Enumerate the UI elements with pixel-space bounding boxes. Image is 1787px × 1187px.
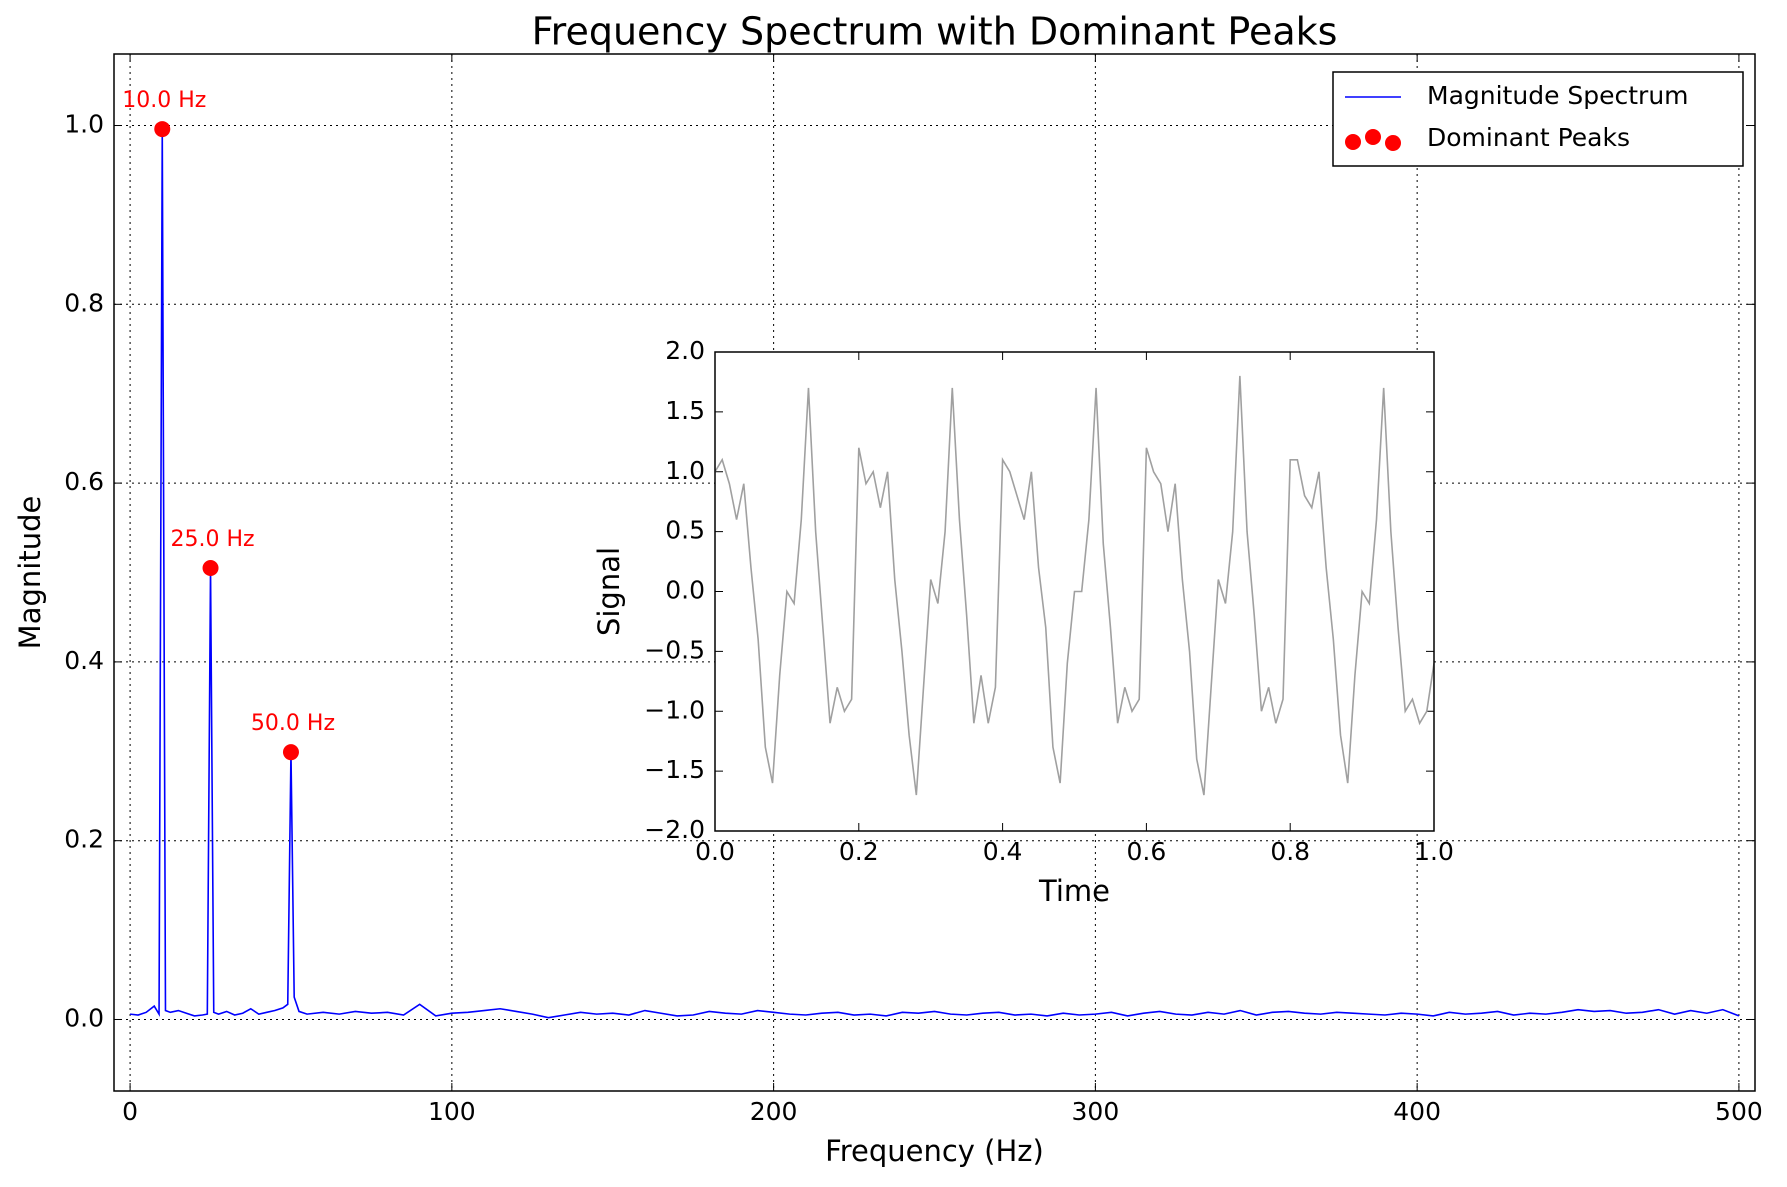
y-tick-label: 0.6 — [64, 467, 104, 496]
y-tick-label: 1.0 — [64, 110, 104, 139]
x-tick-label: 0.8 — [1270, 837, 1310, 866]
x-tick-label: 0.2 — [839, 837, 879, 866]
x-tick-label: 0.0 — [695, 837, 735, 866]
axes-frame — [714, 351, 1435, 832]
x-tick-label: 0 — [122, 1097, 138, 1126]
legend-marker — [1365, 129, 1381, 145]
peak-marker — [154, 121, 171, 138]
y-axis-label: Magnitude — [13, 496, 47, 650]
x-tick-label: 100 — [428, 1097, 476, 1126]
series-line — [715, 375, 1434, 796]
peak-annotation: 25.0 Hz — [170, 527, 254, 552]
legend-label: Dominant Peaks — [1427, 123, 1630, 152]
series-line — [130, 129, 1740, 1019]
peak-annotation: 50.0 Hz — [251, 711, 335, 736]
x-axis-label: Time — [1038, 874, 1110, 908]
x-tick-label: 0.6 — [1127, 837, 1167, 866]
y-tick-label: 0.5 — [665, 516, 705, 545]
legend-label: Magnitude Spectrum — [1427, 81, 1689, 110]
chart-title: Frequency Spectrum with Dominant Peaks — [532, 10, 1338, 54]
y-tick-label: 0.0 — [665, 576, 705, 605]
legend-box — [1332, 71, 1744, 167]
x-tick-label: 0.4 — [983, 837, 1023, 866]
peak-marker — [202, 560, 219, 577]
y-tick-label: −1.5 — [644, 755, 705, 784]
x-tick-label: 200 — [750, 1097, 798, 1126]
y-tick-label: 0.2 — [64, 825, 104, 854]
axes: 0.0 0.2 0.4 0.6 0.8 1.0 2.0 1.5 1.0 0.5 0.0 −0.5 −1.… — [644, 336, 1454, 866]
axes-frame — [113, 53, 1756, 1092]
x-axis-label: Frequency (Hz) — [825, 1134, 1044, 1168]
x-tick-label: 400 — [1393, 1097, 1441, 1126]
y-tick-label: 1.5 — [665, 396, 705, 425]
y-tick-label: −0.5 — [644, 635, 705, 664]
y-tick-label: 0.0 — [64, 1003, 104, 1032]
x-tick-label: 300 — [1072, 1097, 1120, 1126]
legend-marker — [1385, 135, 1401, 151]
axes: 0 100 200 300 400 500 0.0 0.2 0.4 0.6 0.8 1.0 — [64, 54, 1763, 1126]
peak-annotation: 10.0 Hz — [122, 88, 206, 113]
y-tick-label: 1.0 — [665, 456, 705, 485]
x-tick-label: 500 — [1715, 1097, 1763, 1126]
peak-marker — [282, 744, 299, 761]
legend-marker — [1345, 134, 1361, 150]
y-axis-label: Signal — [592, 547, 626, 636]
y-tick-label: 0.8 — [64, 288, 104, 317]
x-tick-label: 1.0 — [1414, 837, 1454, 866]
y-tick-label: 2.0 — [665, 336, 705, 365]
y-tick-label: 0.4 — [64, 646, 104, 675]
y-tick-label: −1.0 — [644, 695, 705, 724]
y-tick-label: −2.0 — [644, 815, 705, 844]
